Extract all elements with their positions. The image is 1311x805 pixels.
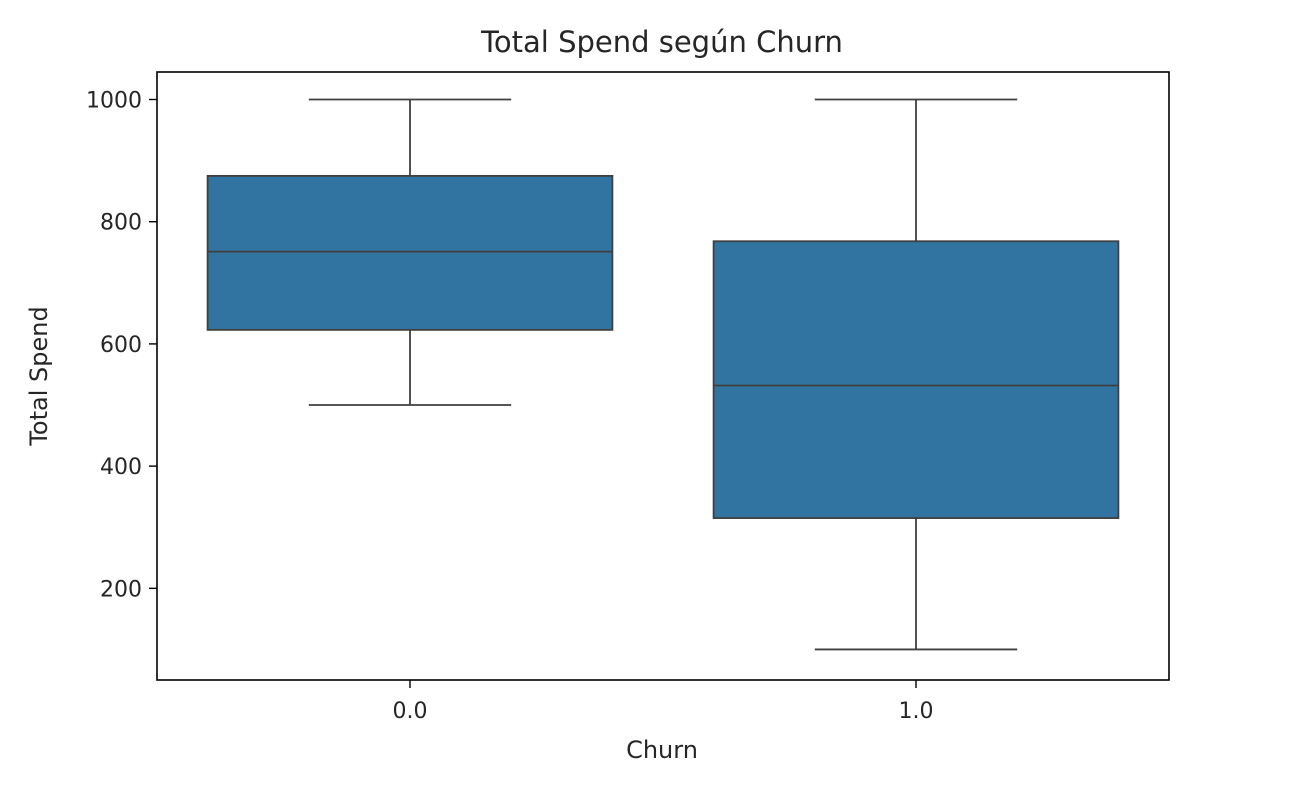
box-group-2 [712, 98, 1120, 651]
x-axis-label: Churn [626, 736, 698, 764]
y-axis: 200 400 600 800 1000 [86, 88, 157, 602]
y-tick-label: 400 [100, 455, 142, 480]
iqr-box [712, 240, 1120, 519]
y-tick-label: 1000 [86, 88, 142, 113]
chart-title: Total Spend según Churn [480, 25, 843, 59]
y-tick-label: 200 [100, 577, 142, 602]
chart-marks [206, 98, 1120, 651]
y-tick-label: 800 [100, 211, 142, 236]
plot-frame [156, 71, 1170, 681]
x-tick-label: 0.0 [393, 699, 428, 724]
y-tick-label: 600 [100, 333, 142, 358]
box-group-1 [206, 98, 614, 406]
x-tick-label: 1.0 [899, 699, 934, 724]
x-axis: 0.0 1.0 [393, 680, 934, 724]
iqr-box [206, 174, 614, 331]
y-axis-label: Total Spend [25, 306, 53, 446]
